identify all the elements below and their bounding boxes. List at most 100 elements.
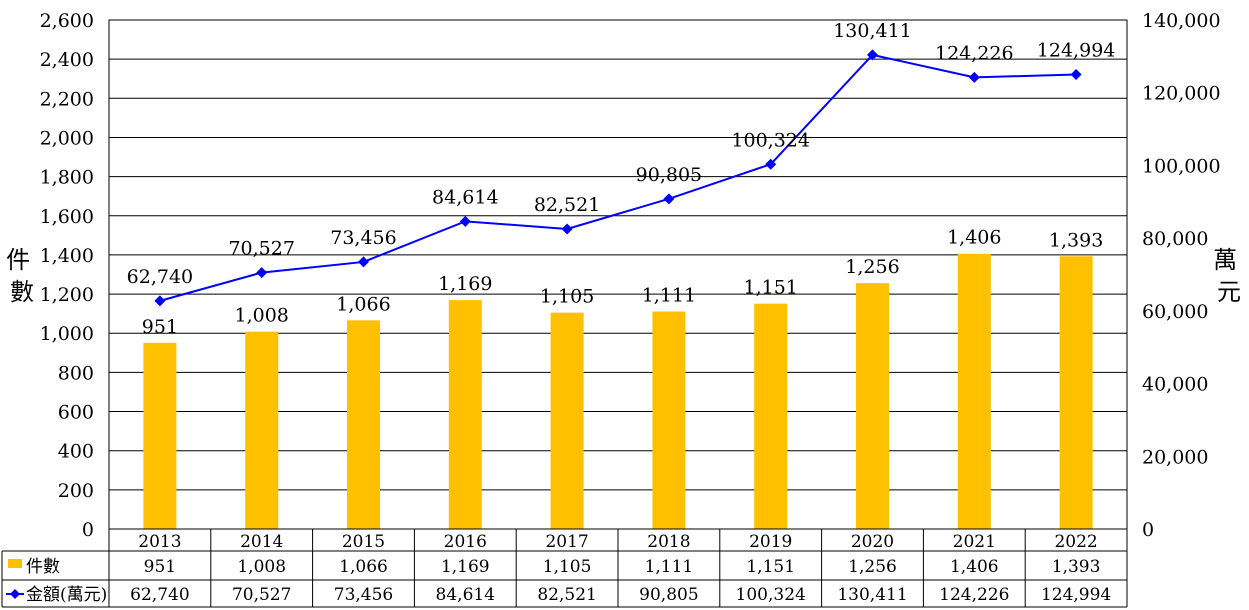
table-cell-count: 1,111 xyxy=(645,557,694,577)
table-cell-count: 951 xyxy=(144,557,176,577)
line-data-label: 70,527 xyxy=(228,238,294,260)
data-labels: 951 1,008 1,066 1,169 1,105 1,111 1,151 1,256 1,… xyxy=(127,20,1116,338)
x-tick-label: 2022 xyxy=(1054,532,1097,552)
left-tick-label: 600 xyxy=(58,402,94,424)
x-tick-label: 2016 xyxy=(444,532,487,552)
left-tick-label: 1,000 xyxy=(40,323,94,345)
line-data-label: 100,324 xyxy=(731,129,810,151)
left-tick-label: 2,600 xyxy=(40,10,94,32)
right-axis-title-char-1: 萬 xyxy=(1213,246,1237,274)
left-tick-label: 400 xyxy=(58,441,94,463)
left-tick-label: 1,600 xyxy=(40,206,94,228)
line-marker xyxy=(154,295,166,307)
bar xyxy=(1059,256,1093,529)
table-cell-count: 1,406 xyxy=(950,557,999,577)
table-cell-amount: 62,740 xyxy=(130,585,189,605)
left-axis: 0 200 400 600 800 1,000 1,200 1,400 1,600 1,800 2,… xyxy=(40,10,94,541)
bar xyxy=(957,253,991,529)
left-tick-label: 2,200 xyxy=(40,88,94,110)
table-cell-amount: 84,614 xyxy=(436,585,495,605)
table-cell-amount: 73,456 xyxy=(334,585,393,605)
table-cell-count: 1,256 xyxy=(848,557,897,577)
line-marker xyxy=(1070,69,1082,81)
x-tick-label: 2013 xyxy=(138,532,181,552)
x-tick-label: 2019 xyxy=(749,532,792,552)
x-tick-label: 2021 xyxy=(953,532,996,552)
right-tick-label: 0 xyxy=(1142,519,1154,541)
line-data-label: 124,226 xyxy=(935,42,1014,64)
table-cell-count: 1,105 xyxy=(543,557,592,577)
x-tick-label: 2018 xyxy=(647,532,690,552)
table-row-header-amount: 金額(萬元) xyxy=(26,585,107,605)
left-tick-label: 2,400 xyxy=(40,49,94,71)
left-tick-label: 1,400 xyxy=(40,245,94,267)
line-marker xyxy=(358,256,369,268)
line-data-label: 73,456 xyxy=(330,227,396,249)
table-cell-count: 1,169 xyxy=(441,557,490,577)
bar-data-label: 1,066 xyxy=(336,293,390,315)
right-tick-label: 100,000 xyxy=(1142,155,1221,177)
line-path xyxy=(159,53,1077,302)
data-table: 2013 951 62,740 2014 1,008 70,527 2015 1,066 73,… xyxy=(1,528,1128,608)
line-marker xyxy=(459,215,471,227)
bar-data-label: 1,105 xyxy=(540,286,594,308)
bar xyxy=(856,283,889,529)
table-cell-count: 1,066 xyxy=(339,557,388,577)
line-data-label: 84,614 xyxy=(432,186,498,208)
table-cell-amount: 130,411 xyxy=(837,585,907,605)
table-cell-amount: 90,805 xyxy=(639,585,698,605)
line-marker xyxy=(256,267,268,279)
table-cell-amount: 100,324 xyxy=(736,585,806,605)
right-tick-label: 20,000 xyxy=(1142,446,1208,468)
bar-series-count xyxy=(143,253,1093,529)
bar xyxy=(754,303,788,529)
bar-data-label: 1,393 xyxy=(1049,229,1103,251)
bar xyxy=(448,300,482,529)
bar xyxy=(550,312,584,529)
line-marker xyxy=(968,71,980,83)
left-tick-label: 0 xyxy=(82,519,94,541)
left-tick-label: 1,800 xyxy=(40,167,94,189)
right-axis-title-char-2: 元 xyxy=(1217,278,1241,306)
bar-data-label: 1,256 xyxy=(845,256,899,278)
table-cell-amount: 124,226 xyxy=(939,585,1009,605)
bar-data-label: 1,151 xyxy=(743,277,797,299)
left-tick-label: 2,000 xyxy=(40,127,94,149)
right-tick-label: 140,000 xyxy=(1142,10,1221,32)
line-data-label: 62,740 xyxy=(127,266,193,288)
table-row-header-count: 件數 xyxy=(26,557,60,577)
left-axis-title-char-2: 數 xyxy=(10,278,34,306)
table-cell-count: 1,393 xyxy=(1052,557,1101,577)
x-tick-label: 2014 xyxy=(240,532,283,552)
legend-marker-amount xyxy=(10,589,20,599)
line-data-label: 130,411 xyxy=(833,20,912,42)
right-axis-title: 萬 元 xyxy=(1213,246,1245,306)
left-tick-label: 800 xyxy=(58,362,94,384)
line-marker xyxy=(867,49,878,61)
table-cell-count: 1,151 xyxy=(746,557,795,577)
bar xyxy=(347,320,380,529)
bar-data-label: 1,008 xyxy=(234,305,288,327)
table-cell-amount: 70,527 xyxy=(232,585,291,605)
line-data-label: 82,521 xyxy=(534,194,600,216)
x-tick-label: 2020 xyxy=(851,532,894,552)
bar-data-label: 1,169 xyxy=(438,273,492,295)
x-tick-label: 2015 xyxy=(342,532,385,552)
right-tick-label: 80,000 xyxy=(1142,228,1208,250)
line-marker xyxy=(663,193,675,205)
line-marker xyxy=(765,158,777,170)
right-tick-label: 120,000 xyxy=(1142,83,1221,105)
line-series-amount xyxy=(154,49,1082,307)
table-cell-amount: 124,994 xyxy=(1041,585,1111,605)
line-marker xyxy=(561,223,573,235)
left-axis-title: 件 數 xyxy=(6,246,38,306)
right-tick-label: 40,000 xyxy=(1142,374,1208,396)
bar xyxy=(143,342,177,529)
left-tick-label: 1,200 xyxy=(40,284,94,306)
table-cell-amount: 82,521 xyxy=(537,585,596,605)
left-axis-title-char-1: 件 xyxy=(6,246,30,274)
legend-swatch-count xyxy=(8,559,22,568)
right-tick-label: 60,000 xyxy=(1142,301,1208,323)
gridlines xyxy=(108,19,1128,530)
